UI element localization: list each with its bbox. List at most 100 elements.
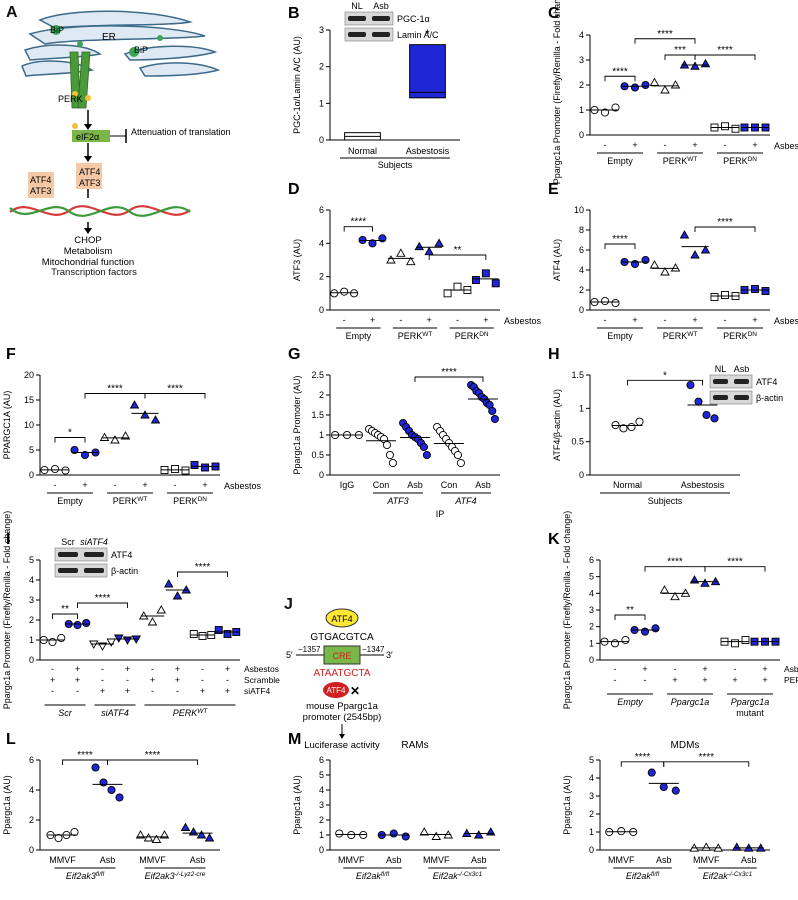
significance-bracket xyxy=(604,243,636,249)
atf4-label: ATF4 xyxy=(331,614,352,624)
y-tick-label: 3 xyxy=(29,595,34,605)
seq-mutant: ATAATGCTA xyxy=(313,668,370,679)
y-tick-label: 0 xyxy=(579,130,584,140)
blot-lane-label: siATF4 xyxy=(80,537,108,547)
blot-band xyxy=(713,395,728,400)
blot-band xyxy=(348,16,366,21)
data-point xyxy=(91,763,100,772)
data-point xyxy=(630,83,640,92)
x-group-label: Scr xyxy=(58,708,73,718)
data-point xyxy=(107,785,116,795)
significance-stars: **** xyxy=(698,752,714,763)
significance-stars: **** xyxy=(612,66,628,77)
blot-band-label: β-actin xyxy=(111,566,138,576)
data-point xyxy=(110,435,120,444)
condition-mark: - xyxy=(226,675,229,685)
five-prime: 5′ xyxy=(286,650,293,660)
y-tick-label: 4 xyxy=(589,773,594,783)
condition-mark: - xyxy=(51,664,54,674)
data-point xyxy=(150,415,161,424)
significance-stars: **** xyxy=(727,557,743,568)
blot-lane-label: NL xyxy=(715,364,727,374)
data-point xyxy=(61,466,70,475)
x-group-label: Empty xyxy=(607,331,633,341)
x-tick-label: - xyxy=(604,140,607,150)
y-axis-label: Ppargc1a Promoter (Firefly/Renilla - Fol… xyxy=(2,511,12,710)
eif2a-label: eIF2α xyxy=(76,132,99,142)
y-axis-label: Ppargc1a Promoter (Firefly/Renilla - Fol… xyxy=(562,511,572,710)
treatment-label: Asbestos xyxy=(774,316,798,326)
y-tick-label: 2 xyxy=(579,285,584,295)
data-point xyxy=(414,241,425,251)
data-point xyxy=(731,124,740,133)
data-point xyxy=(180,822,191,831)
y-tick-label: 2.5 xyxy=(311,370,324,380)
y-tick-label: 3 xyxy=(589,791,594,801)
x-tick-label: - xyxy=(456,315,459,325)
x-group-label: Empty xyxy=(346,331,372,341)
significance-bracket xyxy=(704,566,766,572)
condition-mark: - xyxy=(674,664,677,674)
x-tick-label: - xyxy=(54,480,57,490)
condition-mark: - xyxy=(734,664,737,674)
x-tick-label: - xyxy=(343,315,346,325)
x-tick-label: - xyxy=(399,315,402,325)
y-tick-label: 1 xyxy=(589,638,594,648)
y-tick-label: 3 xyxy=(589,605,594,615)
x-group-label: Subjects xyxy=(648,496,683,506)
promoter-line2: promoter (2545bp) xyxy=(303,712,382,723)
condition-mark: - xyxy=(151,686,154,696)
data-point xyxy=(97,642,108,651)
data-point xyxy=(171,465,179,473)
data-point xyxy=(147,617,158,626)
data-point xyxy=(761,287,770,295)
condition-mark: + xyxy=(642,664,647,674)
x-tick-label: Asb xyxy=(475,480,491,490)
x-group-label: Ppargc1a xyxy=(671,697,710,707)
atf4-mutant-icon xyxy=(323,682,349,698)
y-tick-label: 6 xyxy=(319,755,324,765)
x-tick-label: + xyxy=(483,315,488,325)
bip-icon xyxy=(129,47,139,57)
pos-right: −1347 xyxy=(362,645,385,654)
y-tick-label: 1.5 xyxy=(311,410,324,420)
x-group-label: Eif2ak3fl/fl xyxy=(66,871,105,882)
data-point xyxy=(700,245,711,254)
data-point xyxy=(358,235,367,245)
condition-mark: + xyxy=(225,686,230,696)
significance-bracket xyxy=(177,571,228,577)
y-tick-label: 2 xyxy=(29,615,34,625)
data-point xyxy=(710,293,719,301)
significance-stars: ** xyxy=(454,245,462,256)
x-group-label: Eif2ak-/-Cx3c1 xyxy=(433,871,483,882)
significance-stars: ** xyxy=(61,604,69,615)
x-tick-label: - xyxy=(604,315,607,325)
x-category-label: Asbestosis xyxy=(406,146,450,156)
y-tick-label: 0 xyxy=(579,305,584,315)
data-point xyxy=(106,638,117,647)
y-tick-label: 4 xyxy=(29,575,34,585)
blot-band xyxy=(84,552,104,557)
y-tick-label: 4 xyxy=(29,785,34,795)
y-tick-label: 0.5 xyxy=(571,437,584,447)
data-point xyxy=(488,406,497,416)
data-point xyxy=(181,466,190,475)
blot-lane-label: Asb xyxy=(734,364,750,374)
output-4: Transcription factors xyxy=(51,267,137,278)
x-group-label: Ppargc1a xyxy=(731,697,770,707)
data-point xyxy=(189,630,198,638)
data-point xyxy=(611,103,620,112)
data-point xyxy=(611,298,620,308)
significance-bracket xyxy=(604,75,636,82)
x-tick-label: Asbestosis xyxy=(681,480,725,490)
output-1: CHOP xyxy=(74,235,101,246)
y-tick-label: 1 xyxy=(579,105,584,115)
y-tick-label: 1 xyxy=(579,403,584,413)
data-point xyxy=(156,605,167,614)
x-tick-label: + xyxy=(142,480,147,490)
